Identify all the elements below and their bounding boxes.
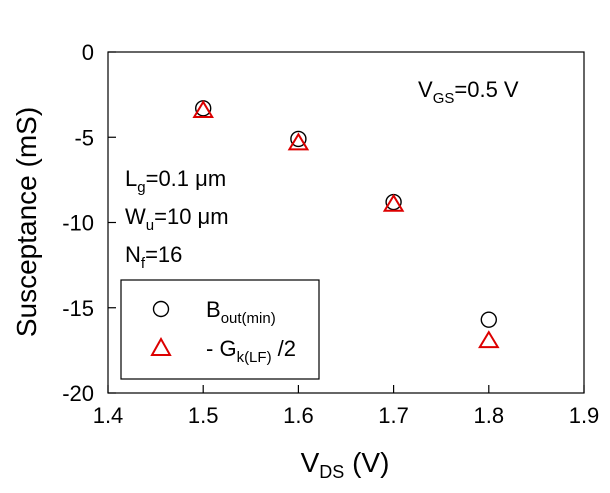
legend-label-gk: - Gk(LF) /2 bbox=[206, 336, 296, 366]
y-tick-label: -10 bbox=[62, 211, 94, 236]
x-tick-label: 1.4 bbox=[93, 403, 124, 428]
y-axis-ticks: 0 -5 -10 -15 -20 bbox=[62, 40, 116, 406]
legend: Bout(min) - Gk(LF) /2 bbox=[120, 279, 320, 380]
annotation-wu: Wu=10 μm bbox=[125, 204, 229, 234]
x-tick-label: 1.9 bbox=[569, 403, 600, 428]
annotation-lg: Lg=0.1 μm bbox=[125, 166, 226, 196]
y-tick-label: -5 bbox=[74, 125, 94, 150]
x-tick-label: 1.5 bbox=[188, 403, 219, 428]
x-tick-label: 1.6 bbox=[283, 403, 314, 428]
y-tick-label: -20 bbox=[62, 381, 94, 406]
y-tick-label: -15 bbox=[62, 296, 94, 321]
x-tick-label: 1.7 bbox=[378, 403, 409, 428]
legend-circle-icon bbox=[152, 300, 170, 318]
legend-label-bout: Bout(min) bbox=[206, 297, 276, 327]
point-bout-circle bbox=[290, 130, 307, 148]
x-axis-label: VDS (V) bbox=[301, 447, 390, 482]
point-gk-triangle bbox=[478, 330, 500, 349]
legend-triangle-icon bbox=[150, 336, 172, 356]
x-tick-label: 1.8 bbox=[474, 403, 505, 428]
annotation-nf: Nf=16 bbox=[125, 242, 182, 272]
point-gk-triangle bbox=[287, 132, 310, 151]
x-axis-ticks: 1.4 1.5 1.6 1.7 1.8 1.9 bbox=[93, 385, 600, 428]
legend-box bbox=[120, 279, 320, 380]
point-gk-triangle bbox=[192, 100, 214, 118]
data-marks bbox=[192, 100, 500, 349]
y-axis-label: Susceptance (mS) bbox=[11, 107, 42, 337]
annotation-vgs: VGS=0.5 V bbox=[418, 77, 519, 107]
point-gk-triangle bbox=[382, 193, 405, 212]
y-tick-label: 0 bbox=[82, 40, 94, 65]
point-bout-circle bbox=[480, 311, 497, 328]
